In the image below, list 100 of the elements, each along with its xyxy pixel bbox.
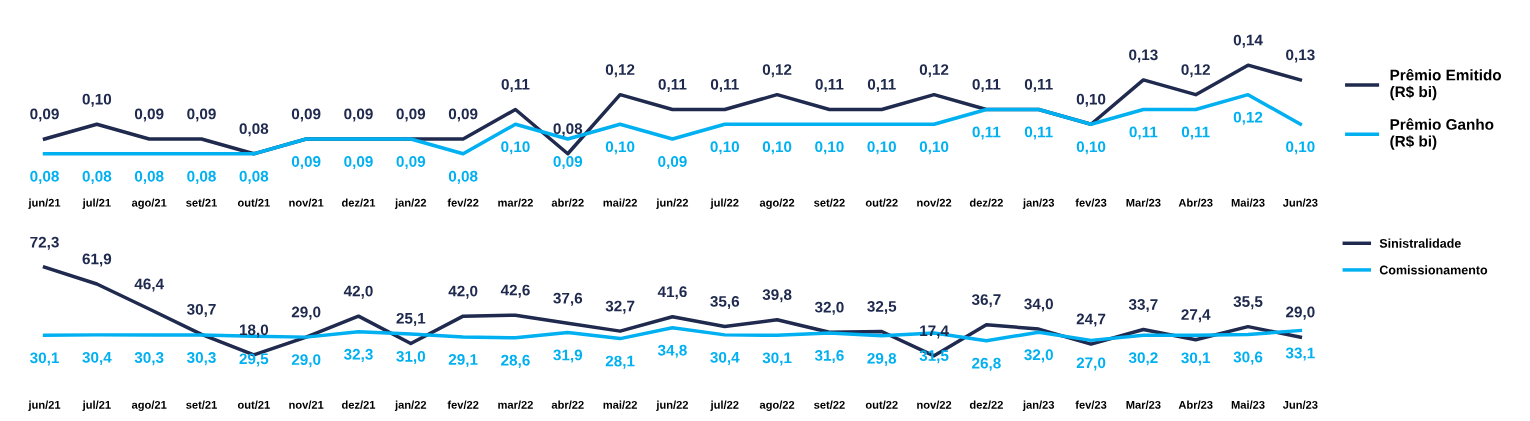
data-label: 0,08	[239, 123, 269, 137]
x-tick-label: Mar/23	[1126, 198, 1161, 207]
data-label: 18,0	[239, 324, 269, 338]
x-tick-label: nov/21	[289, 400, 324, 409]
data-label: 0,14	[1233, 34, 1263, 48]
data-label: 0,12	[762, 64, 792, 78]
data-label: 27,4	[1181, 309, 1211, 323]
data-label: 28,6	[501, 354, 530, 368]
data-label: 35,5	[1233, 296, 1263, 310]
data-label: 0,11	[972, 126, 1001, 140]
data-label: 0,08	[82, 170, 112, 184]
data-label: 31,9	[553, 349, 583, 363]
legend-label: Prêmio Ganho (R$ bi)	[1390, 118, 1494, 150]
x-tick-label: fev/23	[1075, 400, 1107, 409]
data-label: 0,08	[30, 170, 59, 184]
x-tick-label: nov/22	[917, 198, 952, 207]
data-label: 0,11	[1024, 126, 1053, 140]
x-tick-label: dez/22	[969, 400, 1003, 409]
x-tick-label: jan/22	[394, 400, 427, 411]
data-label: 0,10	[815, 141, 844, 155]
x-tick-label: fev/22	[447, 198, 479, 207]
data-label: 0,10	[82, 93, 112, 107]
data-label: 0,11	[972, 78, 1001, 92]
data-label: 0,13	[1129, 49, 1158, 63]
data-label: 32,7	[605, 300, 635, 314]
data-label: 0,09	[291, 108, 321, 122]
data-label: 0,09	[658, 156, 687, 170]
data-label: 0,11	[501, 78, 530, 92]
data-label: 33,1	[1285, 347, 1315, 361]
x-tick-label: mai/22	[603, 198, 637, 207]
data-label: 31,0	[396, 350, 426, 364]
data-label: 0,10	[762, 141, 792, 155]
x-tick-label: set/21	[186, 400, 217, 409]
x-tick-label: fev/22	[447, 400, 479, 409]
data-label: 0,12	[1181, 64, 1210, 78]
x-tick-label: fev/23	[1075, 198, 1107, 207]
data-label: 17,4	[920, 325, 949, 339]
data-label: 0,09	[553, 156, 583, 170]
x-tick-label: Jun/23	[1282, 198, 1318, 207]
data-label: 30,2	[1128, 352, 1158, 366]
data-label: 36,7	[971, 294, 1001, 308]
data-label: 0,08	[239, 170, 269, 184]
data-label: 0,09	[30, 108, 59, 122]
data-label: 29,0	[291, 354, 321, 368]
x-tick-label: jul/22	[710, 198, 739, 209]
x-tick-label: mar/22	[498, 198, 533, 207]
x-tick-label: mai/22	[603, 400, 637, 409]
x-tick-label: jun/21	[28, 198, 61, 209]
x-tick-label: abr/22	[551, 198, 584, 207]
data-label: 0,08	[134, 170, 164, 184]
x-tick-label: ago/22	[759, 198, 795, 209]
data-label: 30,4	[710, 351, 740, 365]
x-tick-label: Abr/23	[1178, 198, 1213, 207]
data-label: 29,5	[239, 353, 269, 367]
data-label: 26,8	[972, 357, 1001, 371]
data-label: 32,0	[1024, 349, 1053, 363]
data-label: 0,08	[448, 170, 478, 184]
x-tick-label: jun/21	[28, 400, 61, 411]
x-tick-label: out/21	[237, 400, 270, 409]
data-label: 29,0	[1286, 306, 1315, 320]
data-label: 0,09	[344, 108, 373, 122]
data-label: 34,0	[1024, 298, 1053, 312]
data-label: 29,0	[291, 306, 321, 320]
data-label: 29,8	[867, 352, 897, 366]
data-label: 29,1	[448, 354, 478, 368]
data-label: 0,11	[658, 78, 687, 92]
data-label: 30,3	[186, 352, 216, 366]
x-tick-label: out/22	[865, 198, 898, 207]
data-label: 32,3	[343, 348, 373, 362]
data-label: 0,12	[1233, 111, 1263, 125]
data-label: 0,13	[1286, 49, 1315, 63]
data-label: 0,10	[867, 141, 896, 155]
data-label: 0,12	[919, 64, 949, 78]
data-label: 72,3	[30, 236, 59, 250]
data-label: 39,8	[762, 289, 792, 303]
data-label: 0,12	[605, 64, 635, 78]
x-tick-label: dez/21	[341, 400, 376, 409]
data-label: 0,09	[187, 108, 216, 122]
x-tick-label: nov/21	[289, 198, 324, 207]
data-label: 42,0	[448, 285, 478, 299]
data-label: 0,10	[605, 141, 635, 155]
data-label: 41,6	[657, 286, 687, 300]
data-label: 25,1	[396, 312, 426, 326]
x-tick-label: out/21	[237, 198, 270, 207]
x-tick-label: abr/22	[551, 400, 584, 409]
data-label: 0,10	[1076, 141, 1106, 155]
data-label: 0,10	[919, 141, 949, 155]
data-label: 0,09	[448, 108, 478, 122]
x-tick-label: out/22	[865, 400, 898, 409]
x-tick-label: set/22	[814, 400, 845, 409]
data-label: 30,3	[134, 352, 164, 366]
data-label: 30,1	[30, 352, 59, 366]
data-label: 30,7	[186, 303, 216, 317]
data-label: 30,1	[1181, 352, 1211, 366]
legend-label: Sinistralidade	[1379, 238, 1461, 248]
data-label: 0,09	[396, 156, 426, 170]
x-tick-label: jan/23	[1022, 400, 1055, 411]
x-tick-label: Abr/23	[1178, 400, 1213, 409]
data-label: 27,0	[1076, 357, 1106, 371]
data-label: 61,9	[82, 253, 112, 267]
